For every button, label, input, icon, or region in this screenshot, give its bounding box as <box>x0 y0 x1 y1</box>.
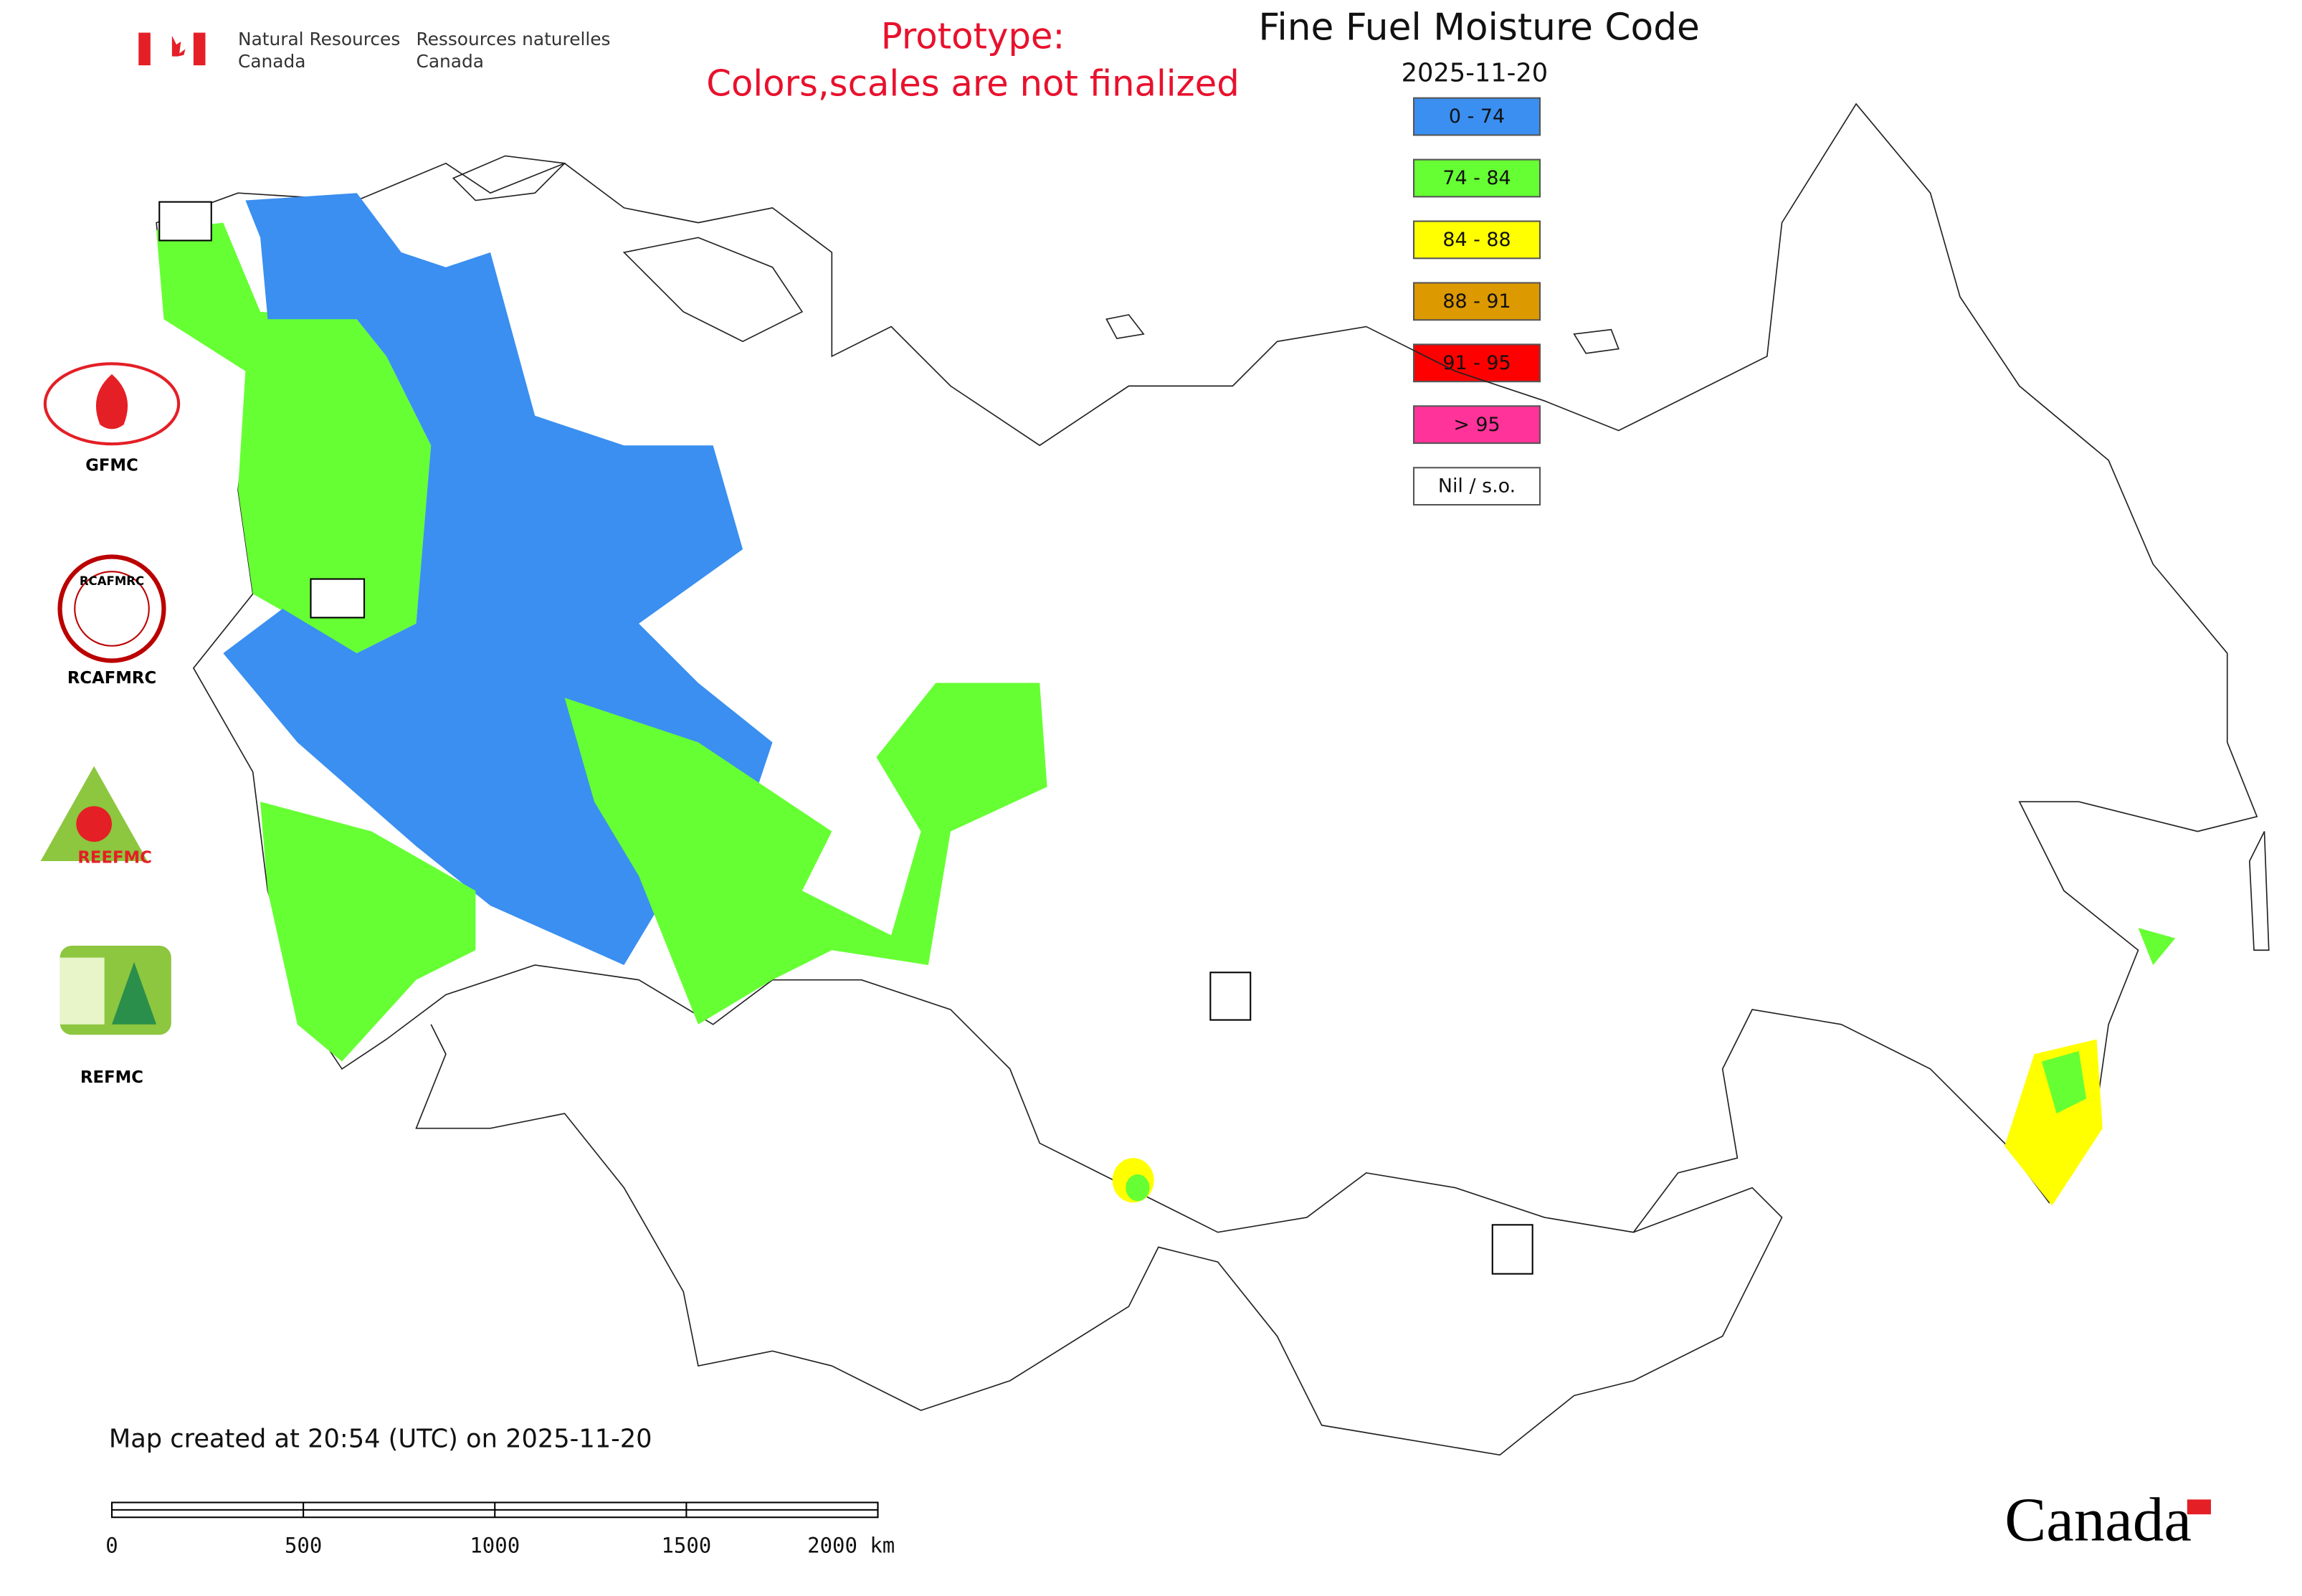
coverage-green <box>2138 928 2176 965</box>
legend-swatch <box>1412 282 1541 321</box>
flag-bar <box>138 32 151 66</box>
gfmc-logo: GFMC <box>43 362 181 475</box>
scale-label: 1500 <box>661 1534 711 1558</box>
island <box>452 155 566 201</box>
basemap <box>156 103 2270 1456</box>
reefmc-mark: REEFMC <box>77 848 152 867</box>
nrcan-fr: Ressources naturelles <box>417 29 611 49</box>
island <box>2248 831 2270 951</box>
logos: GFMC RCAFMRC RCAFMRC REEFMC REFMC <box>40 201 1533 1275</box>
scale-label: 1000 <box>470 1534 520 1558</box>
prototype-note: Colors,scales are not finalized <box>706 63 1239 105</box>
rcafmrc-mark: RCAFMRC <box>80 574 144 588</box>
legend-label: > 95 <box>1453 414 1500 436</box>
nrcan-signature: Natural Resources Canada Ressources natu… <box>138 29 611 72</box>
gfmc-label: GFMC <box>85 457 138 475</box>
rcafmrc-logo: RCAFMRC RCAFMRC <box>57 554 166 688</box>
refmc-logo: REFMC <box>60 946 171 1087</box>
scale-bar: 0 500 1000 1500 2000 km <box>105 1501 895 1558</box>
map-title: Fine Fuel Moisture Code <box>1258 6 1700 49</box>
prototype-note: Prototype: <box>881 15 1065 57</box>
map-date: 2025-11-20 <box>1402 59 1549 88</box>
legend-label: 91 - 95 <box>1442 352 1511 374</box>
legend-label: 84 - 88 <box>1442 229 1511 251</box>
coverage-green <box>564 683 1047 1025</box>
coverage-green <box>156 222 432 654</box>
legend-swatch <box>1412 467 1541 506</box>
country-border <box>415 1024 1783 1456</box>
canada-wordmark: Canada <box>2004 1486 2192 1554</box>
island <box>1105 314 1145 340</box>
legend-label: 88 - 91 <box>1442 290 1511 313</box>
legend-label: 74 - 84 <box>1442 167 1511 189</box>
nrcan-fr: Canada <box>417 51 484 72</box>
coverage-green <box>260 802 476 1062</box>
legend-swatch <box>1412 97 1541 136</box>
legend-label: Nil / s.o. <box>1438 475 1516 498</box>
legend-label: 0 - 74 <box>1449 105 1505 128</box>
coverage-green <box>2041 1051 2087 1114</box>
country-border <box>156 103 2258 1233</box>
wordmark-flag <box>2187 1499 2211 1515</box>
nrcan-en: Natural Resources <box>238 29 400 49</box>
rcafmrc-label: RCAFMRC <box>67 669 156 688</box>
coverage-green <box>1126 1174 1150 1202</box>
map-logo <box>1491 1224 1533 1275</box>
map-logo <box>310 578 366 619</box>
refmc-label: REFMC <box>80 1068 143 1087</box>
scale-label: 2000 km <box>807 1534 895 1558</box>
island <box>1573 328 1620 354</box>
flag-bar <box>193 32 206 66</box>
island <box>622 237 804 343</box>
legend-swatch <box>1412 220 1541 260</box>
nrcan-en: Canada <box>238 51 305 72</box>
map-logo <box>1209 972 1252 1021</box>
legend: 0 - 74 74 - 84 84 - 88 88 - 91 91 - 95 > 95 Ni… <box>1412 97 1541 506</box>
legend-swatch <box>1412 158 1541 198</box>
legend-swatch <box>1412 343 1541 383</box>
maple-leaf <box>171 32 186 65</box>
map-logo <box>158 201 212 242</box>
legend-swatch <box>1412 405 1541 445</box>
reefmc-logo: REEFMC <box>40 766 152 867</box>
scale-label: 500 <box>285 1534 322 1558</box>
ffmc-coverage <box>156 193 2176 1206</box>
scale-label: 0 <box>105 1534 118 1558</box>
created-note: Map created at 20:54 (UTC) on 2025-11-20 <box>109 1425 652 1454</box>
